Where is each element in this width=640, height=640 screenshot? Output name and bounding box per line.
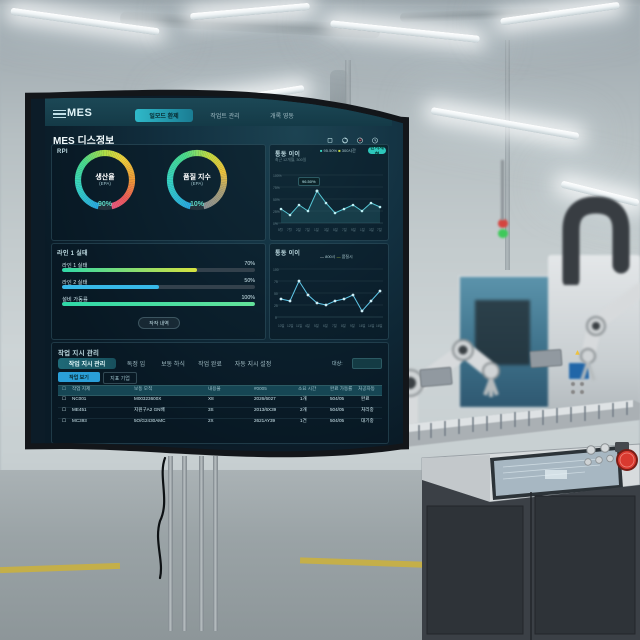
- svg-text:5일: 5일: [333, 227, 338, 232]
- svg-text:1일: 1일: [360, 227, 365, 232]
- svg-text:7일: 7일: [332, 323, 337, 328]
- svg-text:7월: 7월: [287, 227, 292, 232]
- svg-text:7일: 7일: [342, 227, 347, 232]
- svg-text:3일: 3일: [369, 227, 374, 232]
- svg-text:50: 50: [274, 292, 278, 296]
- svg-text:9일: 9일: [351, 227, 356, 232]
- svg-text:50%: 50%: [273, 198, 280, 202]
- svg-text:75: 75: [274, 280, 278, 284]
- svg-text:25: 25: [274, 304, 278, 308]
- svg-text:2일: 2일: [296, 227, 301, 232]
- svg-text:7일: 7일: [305, 227, 310, 232]
- svg-text:1일: 1일: [314, 227, 319, 232]
- svg-text:0: 0: [275, 316, 277, 320]
- svg-text:3일: 3일: [324, 227, 329, 232]
- svg-text:16일: 16일: [376, 323, 383, 328]
- svg-text:12일: 12일: [287, 323, 294, 328]
- svg-text:5일: 5일: [314, 323, 319, 328]
- svg-text:6일: 6일: [323, 323, 328, 328]
- svg-text:7일: 7일: [377, 227, 382, 232]
- svg-text:75%: 75%: [273, 186, 280, 190]
- svg-text:5월: 5월: [278, 227, 283, 232]
- svg-text:14일: 14일: [368, 323, 375, 328]
- svg-text:100%: 100%: [273, 174, 282, 178]
- svg-text:10일: 10일: [278, 323, 285, 328]
- svg-text:100: 100: [273, 268, 279, 272]
- svg-text:9일: 9일: [350, 323, 355, 328]
- svg-text:4일: 4일: [305, 323, 310, 328]
- svg-text:16일: 16일: [359, 323, 366, 328]
- svg-text:11일: 11일: [296, 323, 302, 328]
- svg-text:0%: 0%: [273, 222, 278, 226]
- svg-text:25%: 25%: [273, 210, 280, 214]
- svg-text:8일: 8일: [341, 323, 346, 328]
